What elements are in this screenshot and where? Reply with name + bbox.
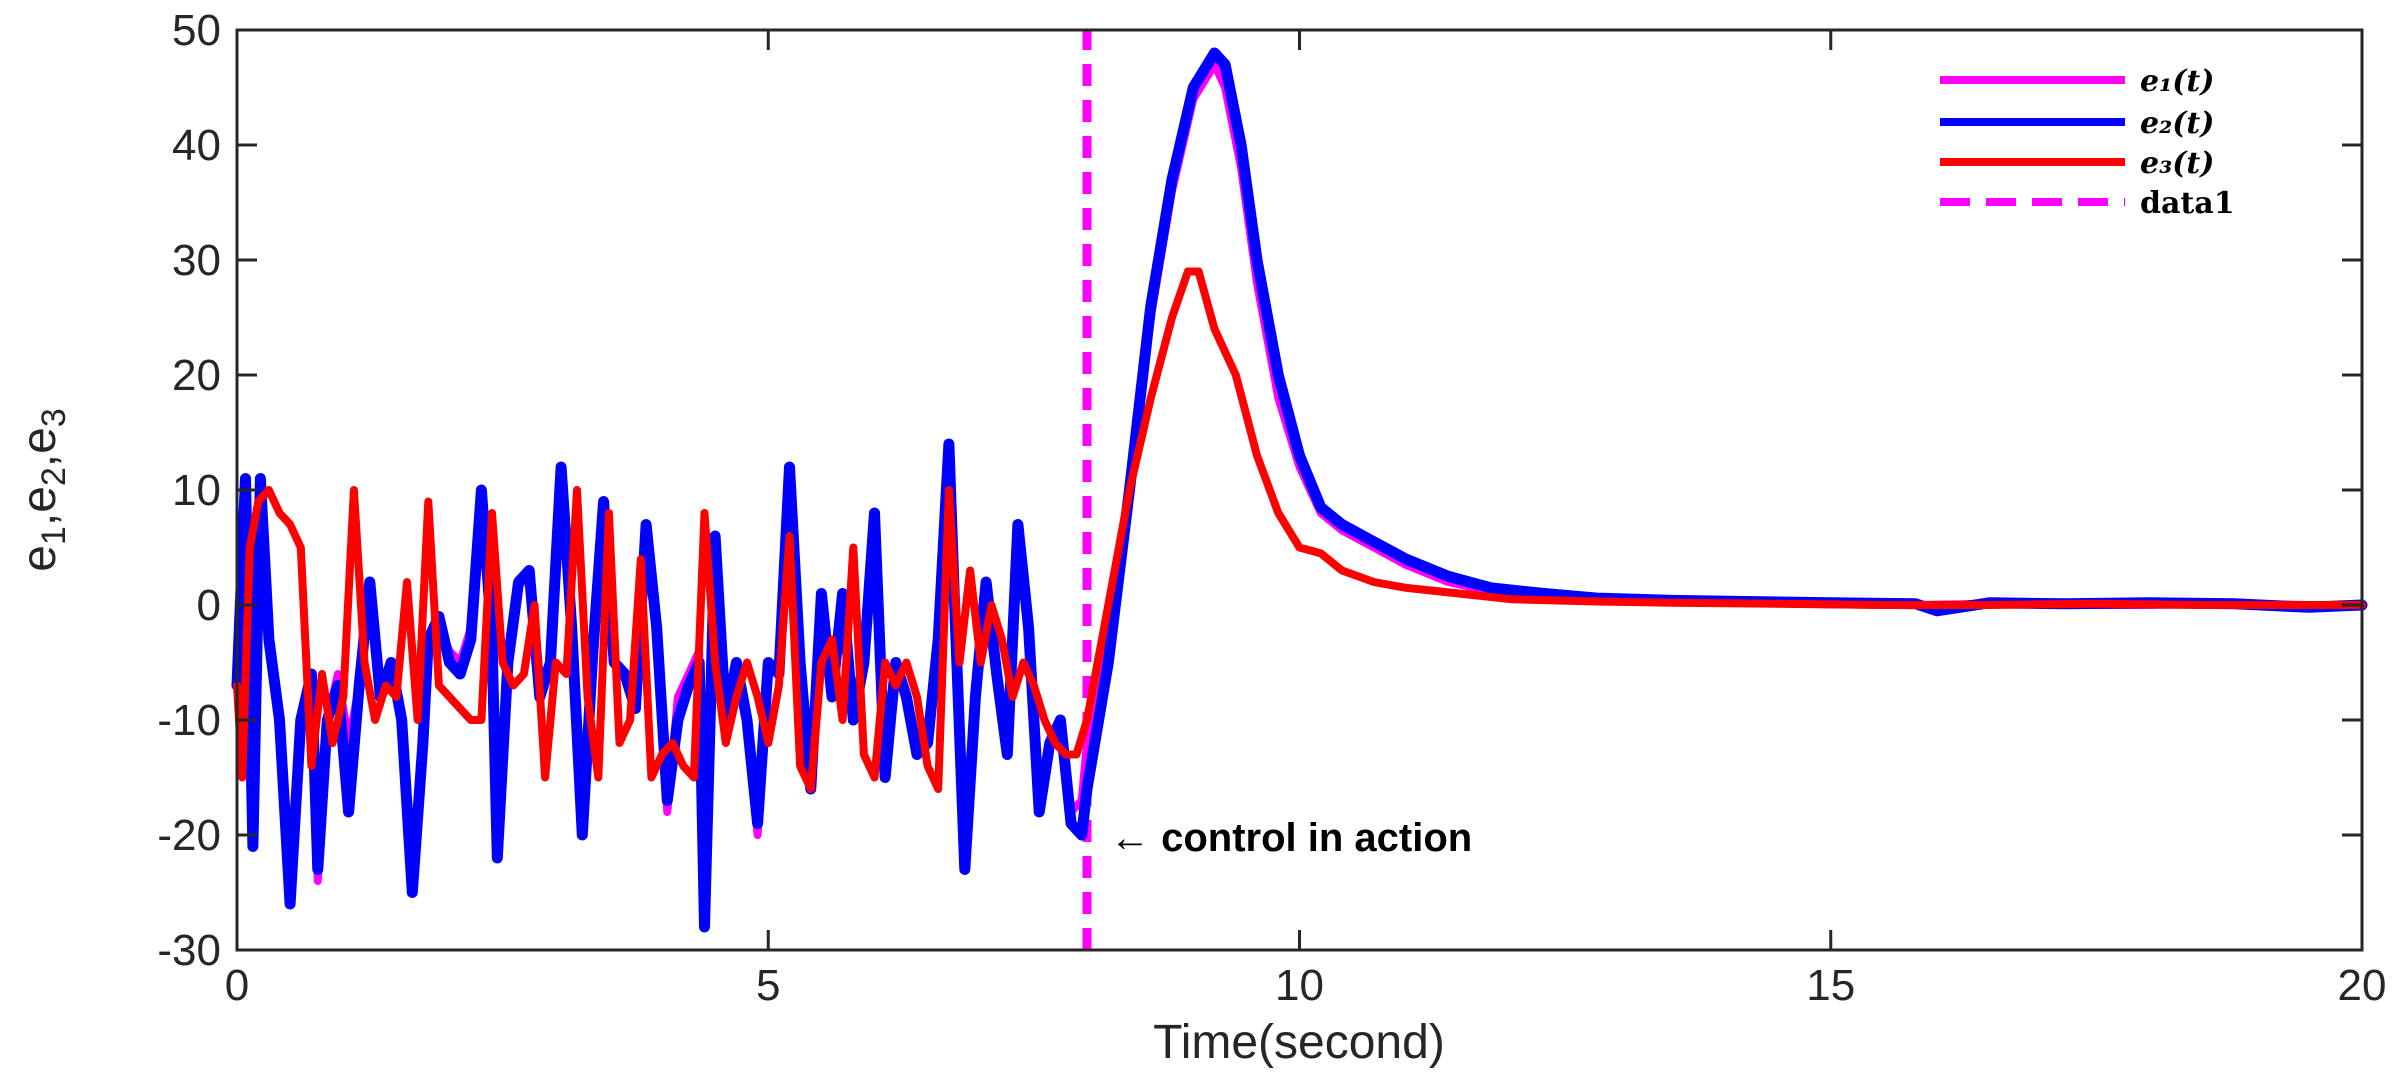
y-tick-label: 40: [172, 121, 221, 170]
y-tick-label: -30: [157, 926, 221, 975]
y-axis-title-sub1: 1: [35, 526, 73, 545]
y-tick-label: 20: [172, 351, 221, 400]
y-axis-title-sep2: ,e: [13, 427, 66, 467]
y-axis-title-sep1: ,e: [13, 486, 66, 526]
y-tick-label: 10: [172, 466, 221, 515]
x-tick-label: 15: [1806, 961, 1855, 1010]
y-axis-title-sub3: 3: [35, 408, 73, 427]
legend-label-e1: e₁(t): [2140, 64, 2214, 99]
legend: e₁(t) e₂(t) e₃(t) data1: [1925, 55, 2330, 235]
legend-label-e3: e₃(t): [2140, 146, 2214, 181]
legend-label-e2: e₂(t): [2140, 106, 2214, 141]
legend-label-data1: data1: [2140, 186, 2235, 221]
y-tick-label: 50: [172, 6, 221, 55]
y-tick-label: 30: [172, 236, 221, 285]
series-layer: [231, 30, 2368, 950]
y-tick-label: 0: [197, 581, 221, 630]
x-tick-label: 0: [225, 961, 249, 1010]
x-axis-title: Time(second): [1153, 1016, 1445, 1069]
y-tick-label: -20: [157, 811, 221, 860]
control-annotation: ← control in action: [1110, 816, 1472, 860]
ticks-layer: 0 5 10 15 20 -30 -20 -10 0 10 20 30 40 50: [157, 6, 2386, 1010]
x-tick-label: 5: [756, 961, 780, 1010]
series-line-e3t: [233, 267, 2366, 793]
x-tick-label: 20: [2338, 961, 2387, 1010]
y-axis-title-sub2: 2: [35, 467, 73, 486]
y-axis-title-e1: e: [13, 545, 66, 572]
y-axis-title: e1,e2,e3: [13, 408, 73, 572]
x-tick-label: 10: [1275, 961, 1324, 1010]
y-tick-label: -10: [157, 696, 221, 745]
